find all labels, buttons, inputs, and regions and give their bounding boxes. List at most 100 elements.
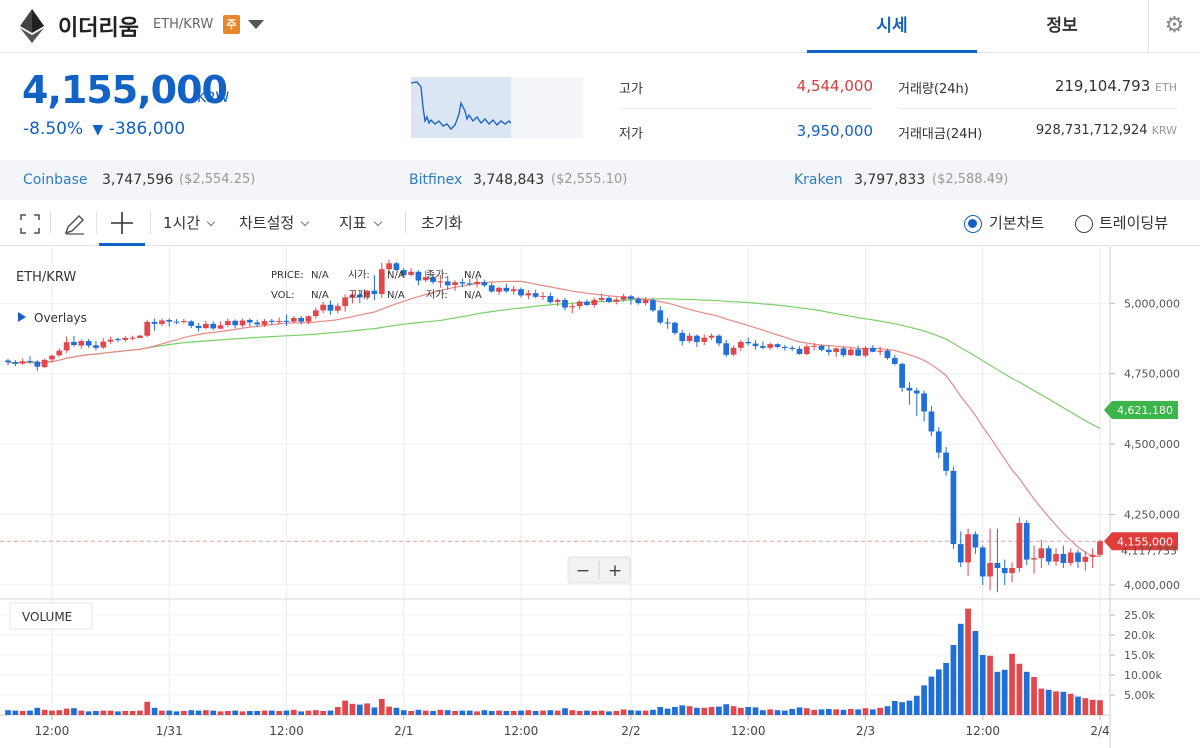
volume-bar: [305, 710, 312, 715]
candle-body: [356, 294, 363, 298]
candle-body: [151, 321, 158, 324]
volume-bar: [312, 710, 319, 715]
exchange-name-bitfinex[interactable]: Bitfinex: [409, 172, 463, 188]
candle-body: [591, 299, 598, 306]
volume-bar: [847, 709, 854, 715]
candle-body: [378, 269, 385, 295]
candle-body: [320, 304, 326, 311]
volume-bar: [408, 711, 414, 715]
volume-bar: [950, 645, 957, 715]
settings-gear-icon[interactable]: ⚙: [1148, 0, 1200, 53]
crosshair-tool[interactable]: [99, 200, 145, 246]
change-arrow-icon: ▼: [92, 122, 104, 138]
volume-bar: [364, 703, 370, 715]
exchange-name-coinbase[interactable]: Coinbase: [23, 172, 88, 188]
candle-body: [261, 321, 268, 325]
volume-bar: [1031, 677, 1037, 715]
overlays-toggle[interactable]: Overlays: [34, 311, 87, 325]
candle-body: [657, 310, 664, 323]
candle-body: [1067, 552, 1074, 563]
candle-body: [708, 335, 715, 338]
volume-bar: [107, 710, 114, 715]
ma-long-line: [7, 298, 1101, 429]
candle-body: [518, 289, 524, 296]
tradingview-radio[interactable]: [1075, 215, 1093, 233]
volume-label: 거래량(24h): [898, 82, 969, 97]
candle-body: [701, 337, 708, 342]
candlestick-chart[interactable]: 5,000,000 4,750,000 4,500,000 4,250,000 4,00…: [0, 247, 1200, 748]
candle-body: [943, 452, 949, 471]
volume-bar: [569, 710, 576, 715]
volume-bar: [63, 708, 70, 715]
pencil-icon[interactable]: [63, 213, 87, 237]
volume-tick-label: 20.0k: [1124, 629, 1155, 642]
candles: [5, 259, 1103, 593]
volume-bar: [1053, 691, 1059, 715]
candle-body: [496, 287, 502, 292]
volume-bar: [188, 710, 195, 715]
candle-body: [935, 431, 942, 453]
mini-price-chart: [411, 77, 583, 138]
candle-body: [1053, 553, 1059, 562]
volume-bar: [1023, 671, 1030, 715]
volume-bar: [444, 710, 451, 715]
tab-quote[interactable]: 시세: [807, 0, 977, 53]
volume-bar: [34, 707, 41, 715]
tab-info[interactable]: 정보: [1046, 16, 1078, 36]
candle-body: [752, 343, 759, 347]
candle-body: [1075, 552, 1081, 562]
candle-body: [547, 295, 554, 303]
candle-body: [899, 363, 905, 388]
candle-body: [232, 320, 239, 326]
chart-grid: [0, 247, 1110, 715]
volume-bar: [71, 708, 77, 715]
candle-body: [847, 349, 854, 356]
candle-body: [217, 325, 224, 329]
ethereum-logo-icon: [20, 9, 44, 43]
tradingview-label[interactable]: 트레이딩뷰: [1099, 214, 1169, 232]
volume-bar: [679, 705, 686, 715]
basic-chart-label[interactable]: 기본차트: [989, 214, 1045, 232]
zoom-in-button[interactable]: +: [608, 561, 622, 581]
volume-bar: [532, 711, 539, 715]
divider: [405, 212, 406, 234]
volume-bar: [430, 711, 436, 715]
header: 이더리움 ETH/KRW 주 시세 정보 ⚙: [0, 0, 1200, 53]
legend-low-value: N/A: [464, 290, 482, 301]
candle-body: [782, 346, 788, 348]
volume-bar: [268, 710, 275, 715]
volume-bar: [320, 711, 326, 715]
candle-body: [459, 282, 466, 284]
crosshair-icon: [111, 212, 133, 234]
fullscreen-icon[interactable]: [20, 214, 40, 234]
candle-body: [950, 470, 957, 545]
indicators-dropdown[interactable]: 지표: [339, 207, 382, 239]
candle-body: [349, 294, 356, 298]
candle-body: [181, 321, 187, 323]
legend-high-value: N/A: [387, 290, 405, 301]
volume-title: VOLUME: [22, 610, 72, 624]
legend-open-value: N/A: [387, 270, 405, 281]
volume-bar: [129, 711, 136, 715]
candle-body: [774, 344, 781, 347]
volume-bar: [1001, 669, 1008, 715]
zoom-out-button[interactable]: −: [576, 561, 590, 581]
candle-body: [386, 263, 392, 270]
chart-settings-dropdown[interactable]: 차트설정: [239, 207, 310, 239]
volume-bar: [5, 710, 11, 715]
exchange-name-kraken[interactable]: Kraken: [794, 172, 843, 188]
candle-body: [650, 300, 656, 311]
candle-body: [41, 359, 48, 367]
caret-down-icon[interactable]: [248, 20, 264, 29]
overlays-triangle-icon[interactable]: [18, 312, 26, 322]
basic-chart-radio[interactable]: [964, 215, 982, 233]
interval-label: 1시간: [163, 214, 201, 232]
reset-button[interactable]: 초기화: [421, 214, 463, 232]
candle-body: [364, 290, 370, 298]
candle-body: [276, 321, 283, 323]
candle-body: [225, 321, 231, 326]
volume-bar: [562, 708, 568, 715]
volume-bar: [716, 706, 722, 715]
volume-bar: [979, 655, 986, 715]
interval-dropdown[interactable]: 1시간: [163, 207, 216, 239]
